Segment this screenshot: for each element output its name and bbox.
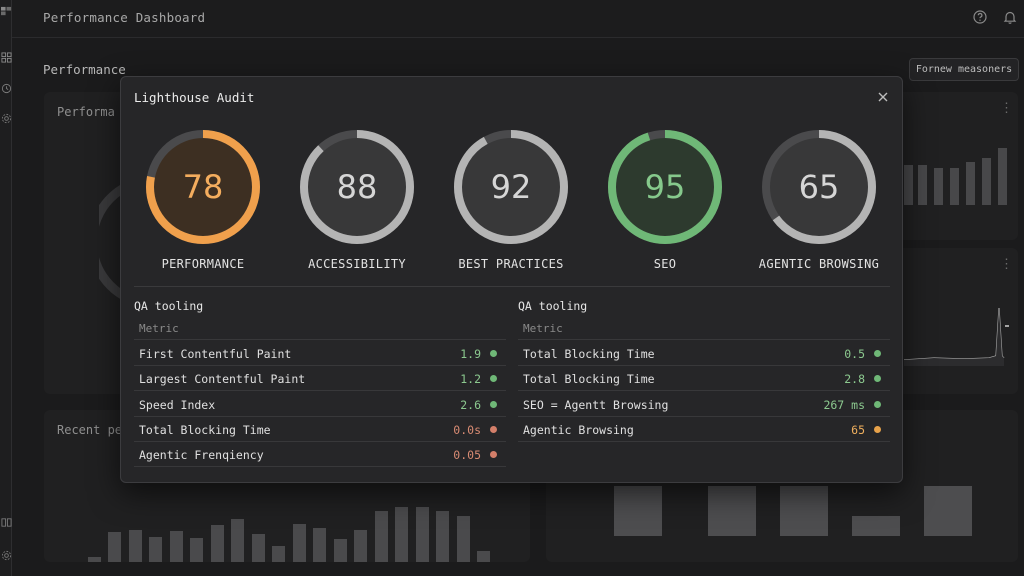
app-title: Performance Dashboard	[43, 10, 206, 25]
status-dot-icon	[490, 425, 497, 433]
settings-icon[interactable]	[0, 113, 12, 124]
metric-value: 0.0s	[453, 422, 481, 437]
section-title: Performance	[43, 62, 126, 77]
metric-value: 1.9	[460, 347, 481, 361]
clock-icon[interactable]	[0, 83, 12, 94]
gauge-arc	[454, 130, 568, 244]
metric-column-header: Metric	[139, 322, 179, 335]
metric-row[interactable]: First Contentful Paint 1.9	[134, 341, 506, 366]
more-icon[interactable]: ⋮	[1000, 101, 1013, 116]
metric-value: 2.8	[844, 372, 865, 387]
logo-icon	[0, 6, 12, 17]
recent-bars	[88, 507, 490, 562]
gauge-arc	[146, 130, 260, 244]
status-dot-icon	[490, 375, 497, 383]
measures-button[interactable]: Fornew measoners	[909, 58, 1019, 81]
metric-name: Total Blocking Time	[139, 422, 271, 437]
metric-name: Agentic Browsing	[523, 422, 634, 437]
status-dot-icon	[874, 400, 881, 408]
gauge-ring	[146, 130, 260, 244]
metric-name: First Contentful Paint	[139, 347, 292, 361]
metric-header: Metric	[518, 316, 890, 340]
status-dot-icon	[874, 350, 881, 357]
gauge-label: SEO	[653, 257, 677, 271]
gauge-ring	[608, 130, 722, 244]
metric-row[interactable]: Agentic Frenqiency 0.05	[134, 442, 506, 468]
gauge-score: 88	[336, 168, 378, 206]
gear-icon[interactable]	[0, 550, 12, 561]
gauge-ring	[762, 130, 876, 244]
metric-column-header: Metric	[523, 322, 563, 335]
gauge-label: BEST PRACTICES	[458, 257, 564, 271]
panel-title: QA tooling	[134, 299, 204, 313]
performance-card-title: Performa	[57, 105, 115, 119]
metric-name: Agentic Frenqiency	[139, 448, 264, 463]
status-dot-icon	[490, 350, 497, 357]
status-dot-icon	[874, 375, 881, 383]
gauge-arc	[300, 130, 414, 244]
gauge-score: 95	[644, 168, 686, 206]
status-dot-icon	[490, 451, 497, 459]
dialog-title: Lighthouse Audit	[134, 90, 255, 105]
bell-icon[interactable]	[1002, 9, 1018, 25]
section-divider	[134, 286, 890, 287]
metric-row[interactable]: Total Blocking Time 0.0s	[134, 417, 506, 442]
metric-name: Total Blocking Time	[523, 372, 655, 387]
book-icon[interactable]	[0, 517, 12, 528]
gauge-ring	[300, 130, 414, 244]
metric-name: Total Blocking Time	[523, 347, 655, 361]
grid-icon[interactable]	[0, 52, 12, 63]
metric-name: Speed Index	[139, 397, 216, 412]
help-icon[interactable]	[972, 9, 988, 25]
gauge-label: ACCESSIBILITY	[308, 257, 406, 271]
metric-value: 267 ms	[823, 397, 865, 412]
metric-row[interactable]: Agentic Browsing 65	[518, 417, 890, 442]
panel-title: QA tooling	[518, 299, 588, 313]
more-icon[interactable]: ⋮	[1000, 257, 1013, 272]
metric-row[interactable]: Speed Index 2.6	[134, 392, 506, 417]
icon-rail	[0, 0, 12, 576]
metric-row[interactable]: Largest Contentful Paint 1.2	[134, 366, 506, 392]
gauge-score: 78	[182, 168, 224, 206]
lighthouse-audit-dialog: Lighthouse Audit 78 PERFORMANCE 88 ACCESSIB…	[120, 76, 903, 483]
metric-value: 2.6	[460, 397, 481, 412]
metric-row[interactable]: Total Blocking Time 2.8	[518, 366, 890, 392]
status-dot-icon	[874, 425, 881, 433]
gauge-score: 65	[798, 168, 840, 206]
metric-value: 65	[851, 422, 865, 437]
close-icon[interactable]	[875, 89, 891, 105]
gauge-label: AGENTIC BROWSING	[758, 257, 880, 271]
top-bar: Performance Dashboard	[12, 0, 1024, 38]
metric-header: Metric	[134, 316, 506, 340]
blocks-bars	[614, 486, 972, 536]
metric-value: 0.5	[844, 347, 865, 361]
gauge-arc	[608, 130, 722, 244]
gauge-ring	[454, 130, 568, 244]
spike-line	[904, 307, 1009, 366]
status-dot-icon	[490, 400, 497, 408]
trend-bars	[904, 148, 1007, 205]
recent-card-title: Recent pe	[57, 423, 123, 437]
gauge-score: 92	[490, 168, 532, 206]
metric-row[interactable]: SEO = Agentt Browsing 267 ms	[518, 392, 890, 417]
metric-row[interactable]: Total Blocking Time 0.5	[518, 341, 890, 366]
metric-name: SEO = Agentt Browsing	[523, 397, 669, 412]
gauge-arc	[762, 130, 876, 244]
gauge-label: PERFORMANCE	[161, 257, 245, 271]
metric-value: 0.05	[453, 448, 481, 463]
metric-value: 1.2	[460, 372, 481, 387]
metric-name: Largest Contentful Paint	[139, 372, 306, 387]
